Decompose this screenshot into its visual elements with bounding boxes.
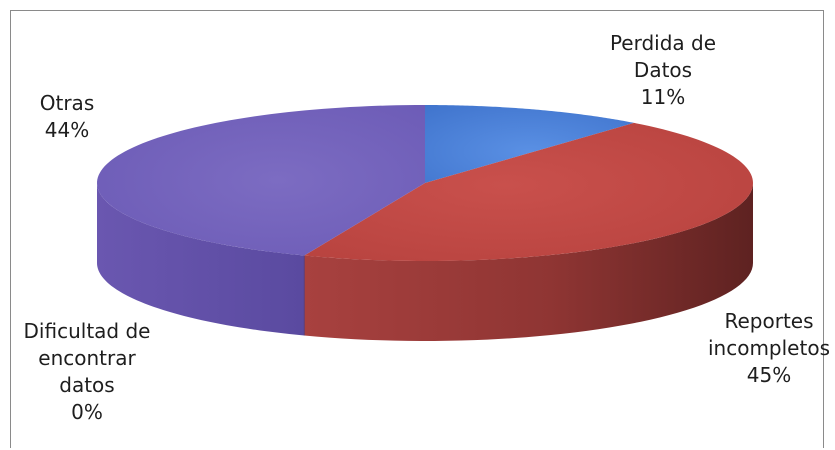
- slice-label-dificultad-de-encontrar-datos: Dificultad de encontrar datos 0%: [23, 319, 151, 424]
- pie-side-otras: [97, 183, 305, 336]
- pie-slice-perdida-de-datos: [425, 105, 635, 183]
- pie-sides: [97, 183, 753, 341]
- pie-tops: [97, 105, 753, 262]
- pie-slice-otras: [97, 105, 425, 256]
- slice-label-reportes-incompletos: Reportes incompletos 45%: [707, 309, 830, 387]
- chart-frame: [10, 10, 824, 448]
- pie-slice-reportes-incompletos: [304, 122, 753, 262]
- slice-label-otras: Otras 44%: [39, 91, 95, 142]
- slice-label-perdida-de-datos: Perdida de Datos 11%: [609, 31, 717, 109]
- pie-side-reportes-incompletos: [304, 183, 753, 341]
